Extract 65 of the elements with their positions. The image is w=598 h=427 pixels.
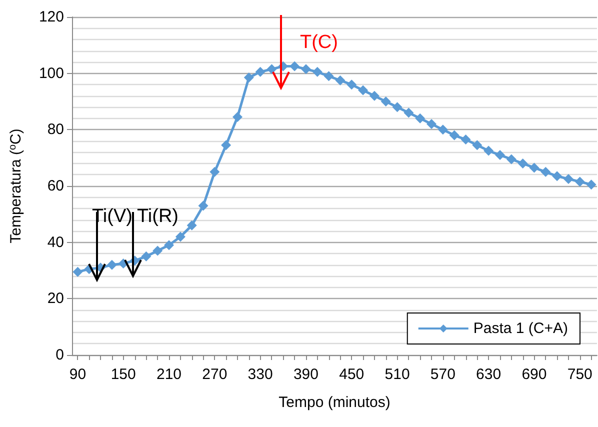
x-tick-label: 510 — [384, 366, 410, 383]
point — [380, 96, 391, 106]
y-tick-label: 60 — [47, 178, 64, 194]
point — [312, 66, 322, 77]
annotation: T(C) — [300, 32, 338, 53]
x-tick-label: 630 — [476, 366, 502, 383]
y-tick-label: 100 — [38, 64, 64, 82]
point — [404, 108, 414, 118]
point — [460, 134, 471, 145]
point — [552, 171, 562, 182]
point — [141, 251, 152, 262]
point — [164, 240, 174, 250]
x-tick-label: 570 — [430, 366, 456, 383]
point — [586, 180, 596, 190]
point — [290, 61, 300, 72]
point — [186, 220, 197, 230]
x-tick-label: 210 — [156, 366, 182, 383]
x-tick-label: 90 — [69, 366, 86, 383]
point — [255, 66, 266, 77]
point — [346, 80, 357, 90]
x-tick-label: 750 — [567, 366, 592, 383]
y-tick-label: 40 — [47, 234, 64, 251]
legend-label: Pasta 1 (C+A) — [473, 320, 568, 337]
x-axis-title: Tempo (minutos) — [278, 394, 390, 411]
x-tick-label: 690 — [522, 366, 547, 383]
point — [266, 64, 277, 74]
point — [415, 113, 426, 124]
point — [426, 119, 437, 130]
point — [221, 140, 232, 150]
point — [232, 112, 242, 122]
point — [244, 72, 254, 83]
point — [518, 158, 528, 168]
point — [198, 200, 208, 211]
y-tick-label: 80 — [47, 121, 64, 138]
point — [324, 71, 334, 82]
point — [506, 154, 516, 164]
x-tick-label: 150 — [110, 366, 136, 383]
y-axis-title: Temperatura (oC) — [8, 128, 24, 244]
point — [358, 85, 368, 96]
y-tick-label: 0 — [56, 346, 64, 364]
x-tick-label: 390 — [293, 366, 318, 383]
point — [175, 232, 186, 242]
point — [484, 146, 494, 156]
point — [529, 162, 540, 173]
point — [300, 64, 311, 74]
point — [152, 246, 163, 256]
point — [106, 260, 117, 270]
annotation: Ti(R) — [137, 206, 178, 227]
x-tick-label: 330 — [248, 366, 273, 383]
y-tick-label: 20 — [47, 290, 64, 308]
point — [335, 75, 346, 86]
point — [210, 166, 220, 177]
point — [438, 124, 448, 135]
y-tick-label: 120 — [38, 8, 64, 26]
point — [563, 174, 574, 184]
x-tick-label: 270 — [202, 366, 228, 383]
point — [540, 166, 551, 177]
point — [449, 130, 460, 140]
point — [472, 140, 482, 150]
point — [392, 102, 402, 112]
point — [369, 90, 380, 101]
point — [494, 150, 505, 160]
point — [72, 266, 83, 277]
point — [574, 176, 585, 187]
x-tick-label: 450 — [339, 366, 364, 383]
